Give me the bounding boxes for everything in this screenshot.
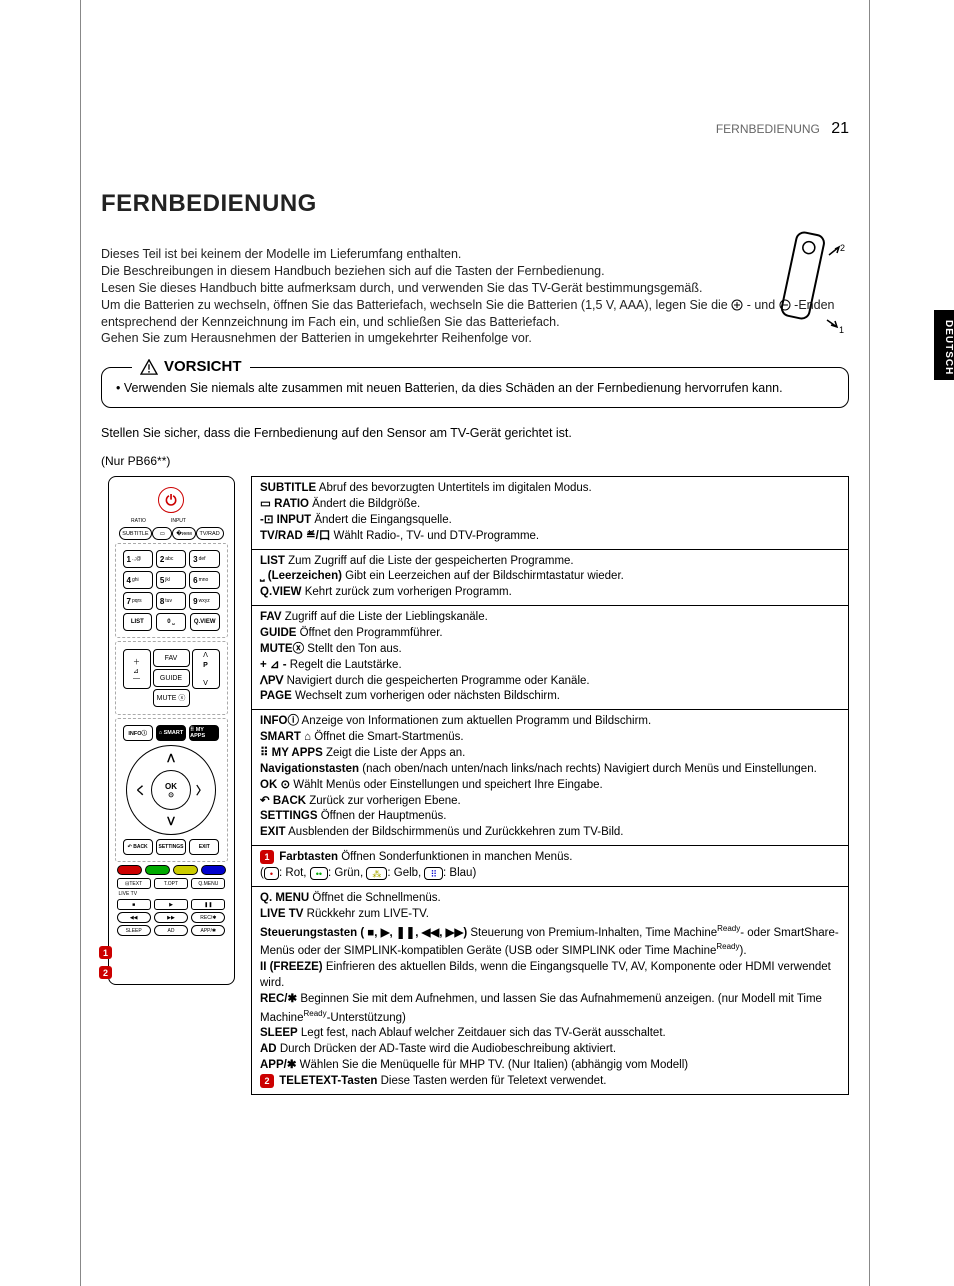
rec-btn: REC/✱	[191, 912, 225, 923]
smart-section: INFOⓘ ⌂ SMART ⠿ MY APPS ꓥ ꓦ く 〉 OK ⊙	[115, 718, 228, 862]
yellow-btn	[173, 865, 198, 875]
seek-row: ◀◀ ▶▶ REC/✱	[117, 912, 226, 923]
arrow-left-icon: く	[135, 782, 146, 798]
num-3: 3def	[189, 550, 219, 568]
remote-outline: ⏻ RATIO INPUT SUBTITLE ▭ �ием TV/RAD 1.,…	[108, 476, 235, 985]
intro-line-3: Lesen Sie dieses Handbuch bitte aufmerks…	[101, 280, 849, 297]
topt-btn: T.OPT	[154, 878, 188, 889]
desc-box-6: Q. MENU Öffnet die Schnellmenüs. LIVE TV…	[251, 887, 849, 1095]
myapps-btn: ⠿ MY APPS	[189, 725, 219, 741]
arrow-right-icon: 〉	[196, 782, 207, 798]
num-7: 7pqrs	[123, 592, 153, 610]
num-5: 5jkl	[156, 571, 186, 589]
play-btn: ▶	[154, 899, 188, 910]
playback-row: ■ ▶ ❚❚	[117, 899, 226, 910]
model-note: (Nur PB66**)	[101, 454, 849, 468]
caution-bullet: • Verwenden Sie niemals alte zusammen mi…	[116, 380, 834, 397]
arrow-up-icon: ꓥ	[167, 752, 175, 765]
qview-btn: Q.VIEW	[190, 613, 220, 631]
desc-box-4: INFOⓘ Anzeige von Informationen zum aktu…	[251, 710, 849, 846]
power-button: ⏻	[158, 487, 184, 513]
description-column: SUBTITLE Abruf des bevorzugten Untertite…	[251, 476, 849, 1095]
livetv-label: LIVE TV	[119, 891, 224, 897]
ff-btn: ▶▶	[154, 912, 188, 923]
subtitle-btn: SUBTITLE	[119, 527, 153, 540]
guide-btn: GUIDE	[153, 669, 190, 687]
ad-btn: AD	[154, 925, 188, 936]
intro-line-5: Gehen Sie zum Herausnehmen der Batterien…	[101, 330, 849, 347]
list-btn: LIST	[123, 613, 153, 631]
green-btn	[145, 865, 170, 875]
nav-cluster-section: ＋⊿— FAV GUIDE MUTE ⓧ ꓥPꓦ	[115, 641, 228, 715]
header-section: FERNBEDIENUNG	[716, 122, 820, 136]
rew-btn: ◀◀	[117, 912, 151, 923]
callout-marker-2: 2	[99, 966, 112, 979]
info-btn: INFOⓘ	[123, 725, 153, 741]
stop-btn: ■	[117, 899, 151, 910]
exit-btn: EXIT	[189, 839, 219, 855]
callout-2-icon: 2	[260, 1074, 274, 1088]
running-header: FERNBEDIENUNG 21	[101, 120, 849, 138]
desc-box-2: LIST Zum Zugriff auf die Liste der gespe…	[251, 550, 849, 607]
text-btn: ⊟TEXT	[117, 878, 151, 889]
num-2: 2abc	[156, 550, 186, 568]
remote-column: ⏻ RATIO INPUT SUBTITLE ▭ �ием TV/RAD 1.,…	[101, 476, 241, 1095]
vol-rocker: ＋⊿—	[123, 649, 151, 689]
content-row: ⏻ RATIO INPUT SUBTITLE ▭ �ием TV/RAD 1.,…	[101, 476, 849, 1095]
callout-marker-1: 1	[99, 946, 112, 959]
language-tab: DEUTSCH	[934, 310, 954, 380]
caution-box: VORSICHT • Verwenden Sie niemals alte zu…	[101, 367, 849, 408]
remote-tilt-illustration: 2 1	[769, 225, 849, 335]
num-4: 4ghi	[123, 571, 153, 589]
num-8: 8tuv	[156, 592, 186, 610]
top-btn-row: SUBTITLE ▭ �ием TV/RAD	[119, 527, 224, 540]
manual-page: FERNBEDIENUNG 21 FERNBEDIENUNG 2 1 Diese…	[80, 0, 870, 1286]
warning-icon	[140, 359, 158, 375]
intro-line-2: Die Beschreibungen in diesem Handbuch be…	[101, 263, 849, 280]
num-6: 6mno	[189, 571, 219, 589]
desc-box-1: SUBTITLE Abruf des bevorzugten Untertite…	[251, 476, 849, 549]
plus-terminal-icon	[731, 299, 743, 311]
svg-text:2: 2	[840, 243, 845, 253]
ok-btn: OK ⊙	[151, 770, 191, 810]
desc-box-3: FAV Zugriff auf die Liste der Lieblingsk…	[251, 606, 849, 710]
page-title: FERNBEDIENUNG	[101, 190, 849, 218]
desc-box-5: 1 Farbtasten Öffnen Sonderfunktionen in …	[251, 846, 849, 887]
top-label-row: RATIO INPUT	[119, 518, 224, 524]
red-btn	[117, 865, 142, 875]
smart-btn: ⌂ SMART	[156, 725, 186, 741]
app-btn: APP/✱	[191, 925, 225, 936]
back-btn: ↶ BACK	[123, 839, 153, 855]
pause-btn: ❚❚	[191, 899, 225, 910]
mute-btn: MUTE ⓧ	[153, 689, 190, 707]
prog-rocker: ꓥPꓦ	[192, 649, 220, 689]
intro-text: Dieses Teil ist bei keinem der Modelle i…	[101, 246, 849, 347]
sensor-note: Stellen Sie sicher, dass die Fernbedienu…	[101, 426, 849, 440]
ratio-btn: ▭	[152, 527, 172, 540]
svg-text:1: 1	[839, 325, 844, 335]
tvrad-btn: TV/RAD	[196, 527, 224, 540]
intro-line-4: Um die Batterien zu wechseln, öffnen Sie…	[101, 297, 849, 331]
input-btn: �ием	[172, 527, 195, 540]
settings-btn: SETTINGS	[156, 839, 186, 855]
nav-ring: ꓥ ꓦ く 〉 OK ⊙	[126, 745, 216, 835]
num-9: 9wxyz	[189, 592, 219, 610]
arrow-down-icon: ꓦ	[167, 815, 175, 828]
page-number: 21	[831, 120, 849, 137]
numpad-section: 1.,;@ 2abc 3def 4ghi 5jkl 6mno 7pqrs 8tu…	[115, 543, 228, 638]
intro-line-1: Dieses Teil ist bei keinem der Modelle i…	[101, 246, 849, 263]
num-1: 1.,;@	[123, 550, 153, 568]
bottom-row: SLEEP AD APP/✱	[117, 925, 226, 936]
power-row: ⏻	[113, 483, 230, 515]
blue-btn	[201, 865, 226, 875]
color-btn-row	[117, 865, 226, 875]
fav-btn: FAV	[153, 649, 190, 667]
qmenu-btn: Q.MENU	[191, 878, 225, 889]
callout-1-icon: 1	[260, 850, 274, 864]
teletext-row: ⊟TEXT T.OPT Q.MENU	[117, 878, 226, 889]
sleep-btn: SLEEP	[117, 925, 151, 936]
num-0: 0 ⎵	[156, 613, 186, 631]
caution-title: VORSICHT	[132, 357, 250, 377]
